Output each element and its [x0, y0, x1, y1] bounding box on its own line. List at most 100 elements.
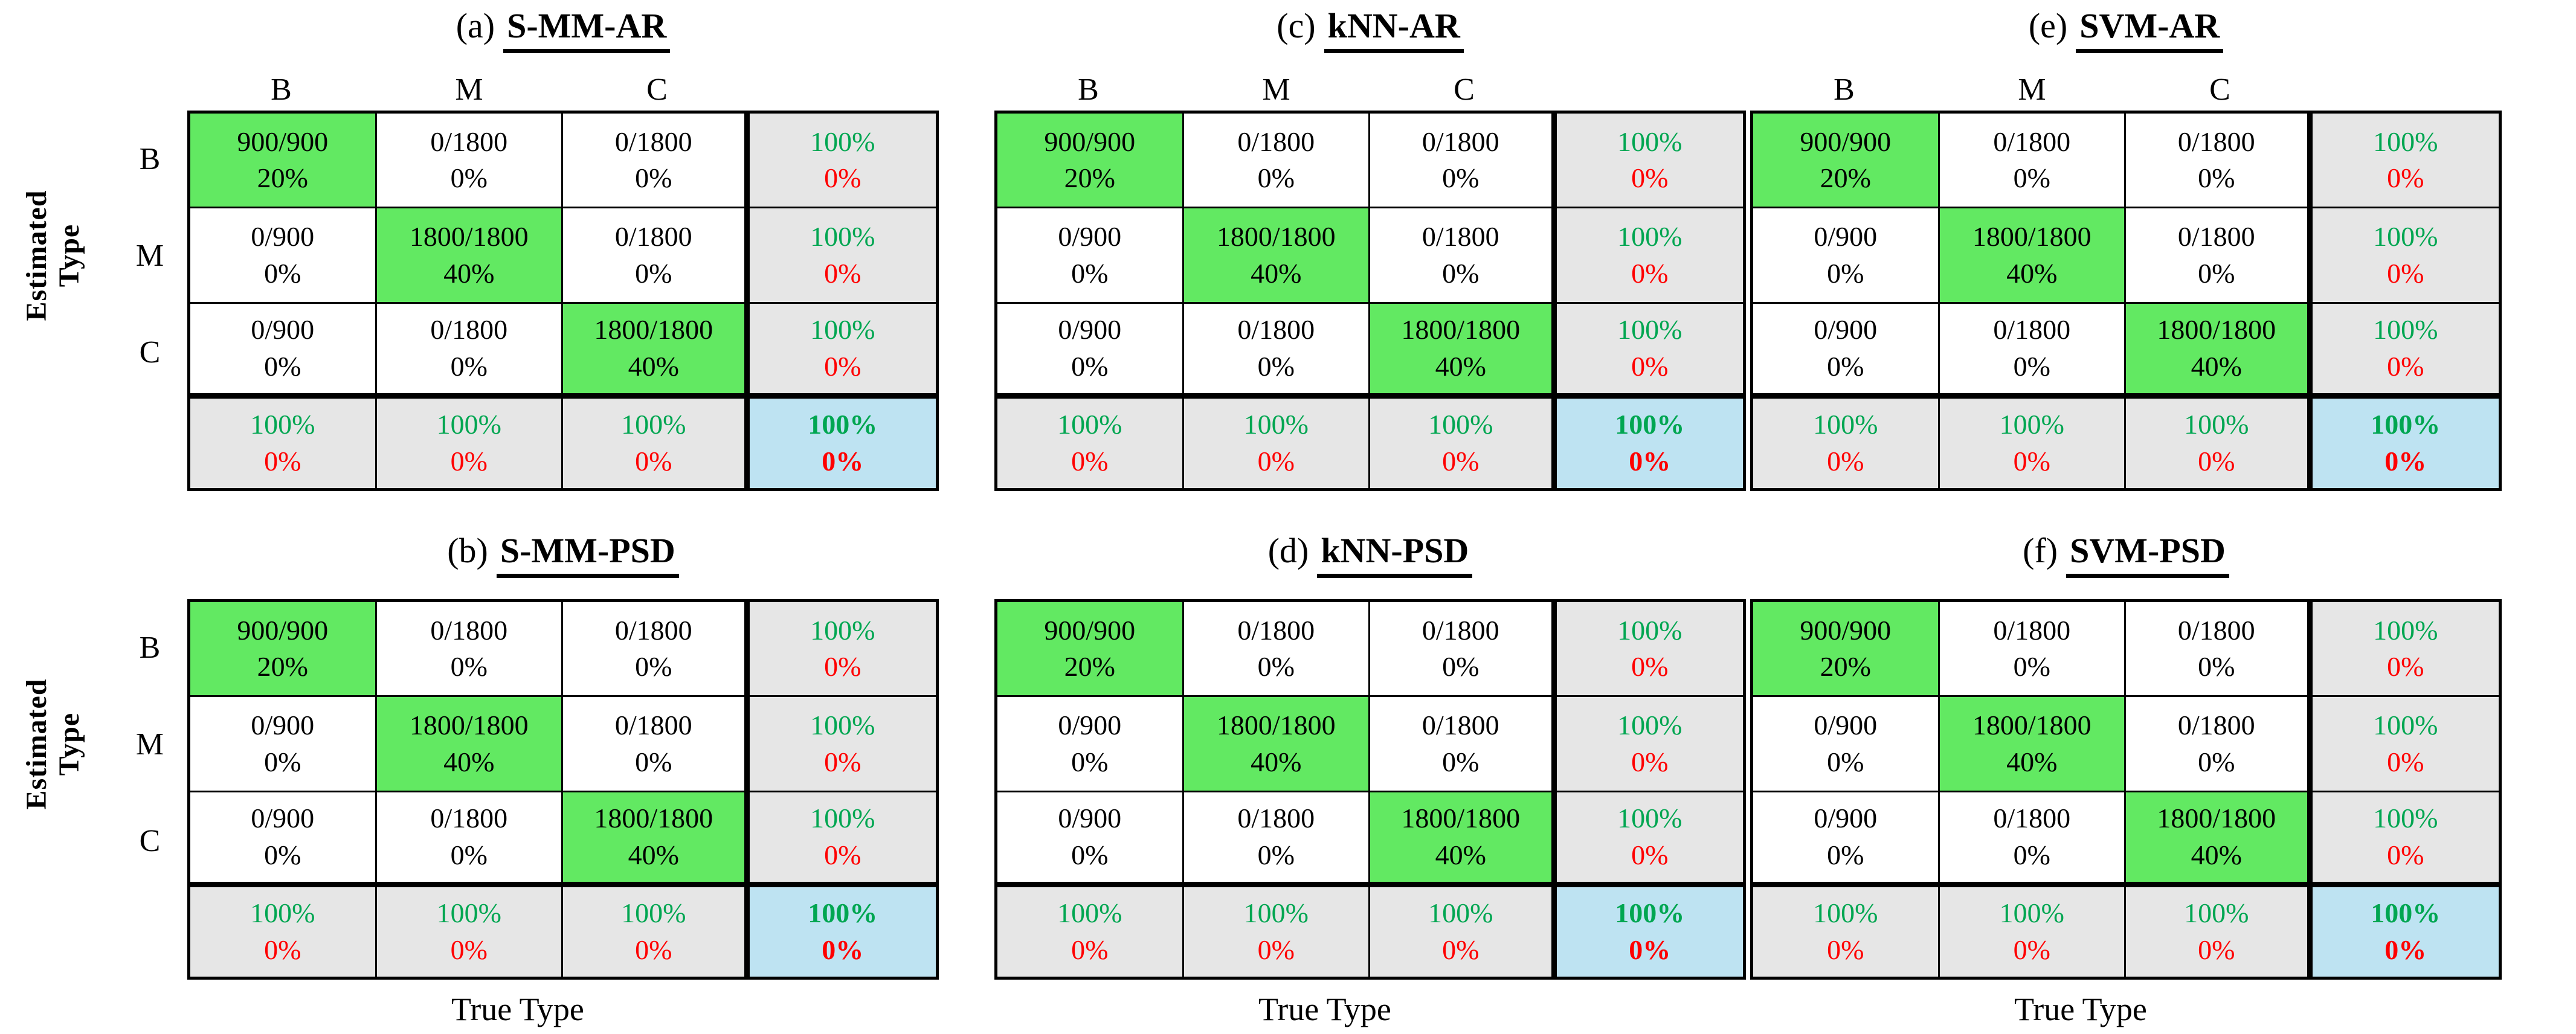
y-axis-label-line2: Type — [53, 712, 85, 776]
cell-value-top: 0/900 — [1814, 803, 1878, 834]
cell-value-bottom: 0% — [2384, 446, 2427, 477]
row-label-m: M — [135, 238, 164, 273]
cell-value-bottom: 40% — [628, 351, 679, 382]
cell-value-bottom: 0% — [2387, 746, 2424, 777]
col-header-b: B — [1834, 72, 1855, 107]
matrix-cell-r2-c3: 100% 0% — [1556, 303, 1743, 399]
matrix-cell-r1-c2: 0/1800 0% — [1370, 697, 1557, 792]
panel-index-label: (b) — [447, 531, 488, 570]
cell-value-top: 100% — [1617, 709, 1682, 740]
cell-value-bottom: 0% — [824, 351, 861, 382]
cell-value-top: 100% — [2373, 614, 2438, 646]
cell-value-bottom: 20% — [1820, 162, 1871, 194]
cell-value-top: 100% — [810, 614, 875, 646]
matrix-cell-r1-c0: 0/900 0% — [1753, 208, 1940, 304]
cell-value-bottom: 0% — [2198, 257, 2235, 289]
cell-value-top: 0/1800 — [614, 709, 692, 740]
matrix-cell-r2-c1: 0/1800 0% — [1183, 303, 1370, 399]
matrix-cell-r2-c0: 0/900 0% — [997, 303, 1184, 399]
cell-value-top: 100% — [1813, 409, 1878, 440]
panel-index-label: (c) — [1277, 6, 1316, 45]
matrix-cell-r0-c3: 100% 0% — [749, 602, 936, 698]
panel-e-svm-ar: (e) SVM-AR B M C 900/900 20% 0/1800 0% 0/1800 0%… — [1750, 6, 2502, 491]
panel-title-row: (c) kNN-AR — [886, 6, 1855, 53]
cell-value-bottom: 20% — [1820, 651, 1871, 682]
cell-value-bottom: 0% — [450, 934, 488, 966]
cell-value-top: 0/1800 — [430, 126, 508, 157]
cell-value-top: 900/900 — [237, 126, 329, 157]
matrix-cell-r3-c0: 100% 0% — [997, 887, 1184, 977]
matrix-cell-r2-c0: 0/900 0% — [190, 303, 377, 399]
cell-value-bottom: 0% — [1827, 934, 1864, 966]
cell-value-bottom: 40% — [2191, 840, 2242, 871]
cell-value-top: 0/900 — [251, 709, 315, 740]
cell-value-bottom: 0% — [1442, 257, 1480, 289]
cell-value-bottom: 0% — [1071, 351, 1109, 382]
cell-value-top: 900/900 — [1044, 614, 1136, 646]
cell-value-bottom: 20% — [257, 651, 308, 682]
panel-title: S-MM-AR — [503, 6, 671, 53]
cell-value-top: 1800/1800 — [1401, 314, 1521, 345]
matrix-cell-r0-c3: 100% 0% — [2312, 602, 2499, 698]
matrix-cell-r1-c1: 1800/1800 40% — [1183, 208, 1370, 304]
cell-value-bottom: 0% — [450, 446, 488, 477]
matrix-cell-r3-c1: 100% 0% — [1183, 887, 1370, 977]
cell-value-bottom: 0% — [1629, 934, 1671, 966]
cell-value-top: 1800/1800 — [1216, 709, 1336, 740]
matrix-cell-r2-c0: 0/900 0% — [997, 792, 1184, 888]
cell-value-top: 0/900 — [251, 314, 315, 345]
matrix-cell-r2-c1: 0/1800 0% — [1939, 303, 2126, 399]
matrix-cell-r0-c0: 900/900 20% — [190, 602, 377, 698]
cell-value-top: 1800/1800 — [594, 314, 713, 345]
matrix-cell-r2-c1: 0/1800 0% — [1939, 792, 2126, 888]
cell-value-bottom: 0% — [1257, 934, 1295, 966]
cell-value-bottom: 0% — [1257, 351, 1295, 382]
cell-value-top: 100% — [1057, 409, 1122, 440]
matrix-cell-r1-c2: 0/1800 0% — [2126, 697, 2313, 792]
cell-value-bottom: 0% — [1827, 257, 1864, 289]
cell-value-bottom: 40% — [1251, 746, 1302, 777]
cell-value-top: 100% — [2371, 409, 2441, 440]
col-header-m: M — [2018, 72, 2046, 107]
cell-value-top: 100% — [1813, 898, 1878, 929]
cell-value-top: 0/900 — [1058, 314, 1122, 345]
cell-value-top: 100% — [2373, 709, 2438, 740]
matrix-cell-r2-c3: 100% 0% — [2312, 303, 2499, 399]
matrix-cell-r0-c2: 0/1800 0% — [1370, 602, 1557, 698]
matrix-cell-r3-c0: 100% 0% — [1753, 399, 1940, 488]
cell-value-bottom: 0% — [635, 746, 672, 777]
cell-value-top: 100% — [810, 709, 875, 740]
matrix-cell-r2-c3: 100% 0% — [749, 303, 936, 399]
cell-value-bottom: 0% — [2198, 651, 2235, 682]
matrix-cell-r2-c2: 1800/1800 40% — [2126, 303, 2313, 399]
x-axis-label: True Type — [1258, 991, 1391, 1027]
matrix-cell-r2-c0: 0/900 0% — [190, 792, 377, 888]
cell-value-bottom: 0% — [2013, 934, 2050, 966]
cell-value-top: 100% — [1615, 898, 1685, 929]
matrix-cell-r0-c2: 0/1800 0% — [2126, 114, 2313, 209]
cell-value-top: 100% — [810, 126, 875, 157]
cell-value-top: 0/1800 — [614, 220, 692, 252]
matrix-cell-r2-c1: 0/1800 0% — [376, 303, 563, 399]
cell-value-top: 100% — [1999, 409, 2064, 440]
matrix-cell-r0-c2: 0/1800 0% — [563, 602, 750, 698]
row-label-c: C — [139, 823, 161, 858]
cell-value-top: 1800/1800 — [1401, 803, 1521, 834]
cell-value-top: 1800/1800 — [409, 220, 529, 252]
cell-value-top: 0/900 — [1058, 220, 1122, 252]
confusion-matrix-grid: 900/900 20% 0/1800 0% 0/1800 0% 100% 0% 0/900 0% 1… — [1750, 111, 2502, 491]
panel-title: kNN-AR — [1324, 6, 1464, 53]
cell-value-bottom: 40% — [1435, 840, 1486, 871]
cell-value-bottom: 0% — [264, 446, 301, 477]
matrix-cell-r3-c2: 100% 0% — [563, 399, 750, 488]
cell-value-top: 100% — [1617, 803, 1682, 834]
cell-value-bottom: 0% — [1257, 446, 1295, 477]
cell-value-bottom: 0% — [2387, 351, 2424, 382]
matrix-cell-r1-c3: 100% 0% — [749, 208, 936, 304]
cell-value-bottom: 0% — [1631, 162, 1669, 194]
cell-value-top: 100% — [1615, 409, 1685, 440]
cell-value-top: 0/1800 — [1422, 220, 1499, 252]
